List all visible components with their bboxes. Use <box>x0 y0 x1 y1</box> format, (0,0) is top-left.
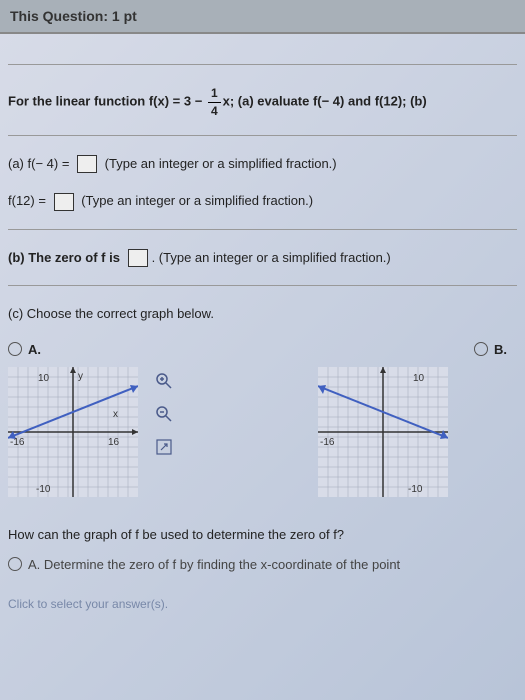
part-b: (b) The zero of f is . (Type an integer … <box>8 248 517 268</box>
question-header: This Question: 1 pt <box>0 0 525 34</box>
graph-a: 10 y x -16 16 -10 <box>8 367 138 497</box>
content-area: For the linear function f(x) = 3 − 1 4 x… <box>0 34 525 626</box>
bottom-option-a-text: A. Determine the zero of f by finding th… <box>28 557 400 572</box>
question-prefix: For the linear function f(x) = 3 − <box>8 94 202 109</box>
expand-icon[interactable] <box>155 438 173 456</box>
radio-b[interactable] <box>474 342 488 356</box>
x-left-label: -16 <box>10 437 25 448</box>
bottom-question: How can the graph of f be used to determ… <box>8 527 517 542</box>
graph-a-container: 10 y x -16 16 -10 <box>8 367 168 497</box>
graph-b: 10 -16 -10 <box>318 367 448 497</box>
question-text: For the linear function f(x) = 3 − 1 4 x… <box>8 85 517 120</box>
question-suffix: x; (a) evaluate f(− 4) and f(12); (b) <box>223 94 427 109</box>
x-left-label-b: -16 <box>320 437 335 448</box>
fraction-den: 4 <box>208 103 221 120</box>
zoom-in-icon[interactable] <box>155 372 173 390</box>
graph-option-b: B. <box>273 342 517 497</box>
part-c-text: (c) Choose the correct graph below. <box>8 306 214 321</box>
graph-b-container: 10 -16 -10 <box>318 367 478 497</box>
bottom-option-a[interactable]: A. Determine the zero of f by finding th… <box>8 557 517 572</box>
option-a-text: A. <box>28 342 41 357</box>
fraction-num: 1 <box>208 85 221 103</box>
zoom-out-icon[interactable] <box>155 405 173 423</box>
footer-hint-text: Click to select your answer(s). <box>8 597 168 611</box>
radio-a[interactable] <box>8 342 22 356</box>
divider <box>8 64 517 65</box>
fraction: 1 4 <box>208 85 221 120</box>
part-a1-prefix: (a) f(− 4) = <box>8 156 69 171</box>
x-right-label: 16 <box>108 437 120 448</box>
part-a2: f(12) = (Type an integer or a simplified… <box>8 191 517 211</box>
bottom-question-text: How can the graph of f be used to determ… <box>8 527 344 542</box>
graph-options: A. <box>8 342 517 497</box>
divider <box>8 285 517 286</box>
part-a1: (a) f(− 4) = (Type an integer or a simpl… <box>8 154 517 174</box>
answer-input-b[interactable] <box>128 249 148 267</box>
radio-bottom-a[interactable] <box>8 557 22 571</box>
graph-option-a: A. <box>8 342 252 497</box>
x-axis-label: x <box>113 409 118 420</box>
zoom-controls-a <box>155 372 173 456</box>
part-a2-suffix: (Type an integer or a simplified fractio… <box>81 193 313 208</box>
y-bottom-label: -10 <box>36 484 51 495</box>
divider <box>8 135 517 136</box>
answer-input-a1[interactable] <box>77 155 97 173</box>
answer-input-a2[interactable] <box>54 193 74 211</box>
option-b-label[interactable]: B. <box>273 342 517 357</box>
option-a-label[interactable]: A. <box>8 342 252 357</box>
footer-hint: Click to select your answer(s). <box>8 597 517 611</box>
part-b-prefix: (b) The zero of f is <box>8 250 120 265</box>
option-b-text: B. <box>494 342 507 357</box>
header-title: This Question: 1 pt <box>10 8 137 24</box>
part-a2-prefix: f(12) = <box>8 193 46 208</box>
part-b-suffix: . (Type an integer or a simplified fract… <box>152 250 391 265</box>
y-bottom-label-b: -10 <box>408 484 423 495</box>
y-axis-label: y <box>78 371 83 382</box>
part-a1-suffix: (Type an integer or a simplified fractio… <box>105 156 337 171</box>
divider <box>8 229 517 230</box>
part-c: (c) Choose the correct graph below. <box>8 304 517 324</box>
y-top-label-b: 10 <box>413 373 425 384</box>
y-top-label: 10 <box>38 373 50 384</box>
